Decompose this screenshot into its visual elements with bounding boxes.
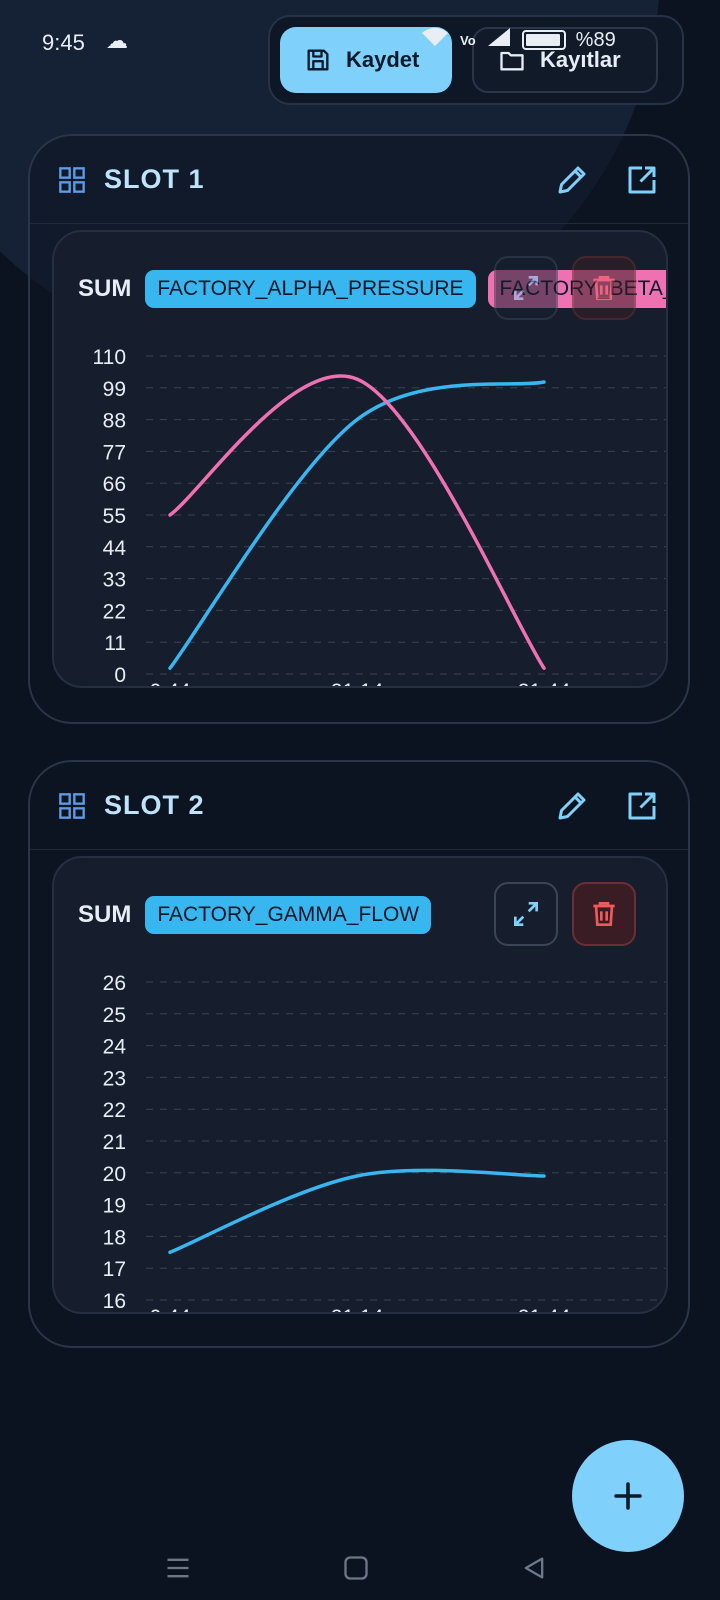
line-chart: 0 11 22 33 44 55 66 77 88 99 110 0:44 21:14 21:44 — [93, 346, 666, 688]
line-chart: 16 17 18 19 20 21 22 23 24 25 26 0:44 21:14 21:44 — [103, 972, 666, 1314]
slot-card-1: SLOT 1 0 11 22 33 44 55 66 77 88 99 110 0:44 21:14 21… — [28, 134, 690, 724]
expand-button[interactable] — [494, 256, 558, 320]
delete-button[interactable] — [572, 882, 636, 946]
y-tick-label: 18 — [103, 1226, 126, 1249]
slot-title: SLOT 1 — [104, 164, 205, 194]
y-tick-label: 55 — [103, 505, 126, 528]
y-tick-label: 20 — [103, 1163, 126, 1186]
network-label: Vo — [460, 32, 476, 48]
expand-icon — [514, 276, 538, 300]
delete-button[interactable] — [572, 256, 636, 320]
expand-button[interactable] — [494, 882, 558, 946]
y-tick-label: 26 — [103, 972, 126, 995]
external-link-icon[interactable] — [624, 788, 660, 824]
y-tick-label: 17 — [103, 1258, 126, 1281]
y-tick-label: 44 — [103, 537, 127, 560]
y-tick-label: 88 — [103, 410, 126, 433]
y-tick-label: 25 — [103, 1004, 126, 1027]
series-chip[interactable]: FACTORY_GAMMA_FLOW — [145, 896, 432, 934]
battery-percent: %89 — [575, 28, 616, 51]
grid-icon — [59, 167, 85, 193]
y-tick-label: 19 — [103, 1195, 126, 1218]
edit-icon[interactable] — [554, 162, 590, 198]
back-icon[interactable] — [520, 1554, 548, 1582]
trash-icon — [593, 902, 615, 926]
edit-icon[interactable] — [554, 788, 590, 824]
add-slot-button[interactable] — [572, 1440, 684, 1552]
home-icon[interactable] — [342, 1554, 370, 1582]
recent-apps-icon[interactable] — [164, 1554, 192, 1582]
aggregation-label: SUM — [78, 901, 132, 928]
wifi-icon — [420, 26, 450, 54]
x-tick-label: 21:44 — [518, 680, 571, 688]
series-line — [168, 1168, 546, 1255]
y-tick-label: 22 — [103, 600, 126, 623]
chart-card: 16 17 18 19 20 21 22 23 24 25 26 0:44 21:14 21:44 SUM… — [52, 856, 668, 1314]
y-tick-label: 0 — [114, 664, 126, 687]
top-toolbar: Kaydet Kayıtlar — [268, 15, 684, 105]
slot-card-2: SLOT 2 16 17 18 19 20 21 22 23 24 25 26 0:44 21:14 21… — [28, 760, 690, 1348]
signal-icon — [486, 26, 512, 54]
x-tick-label: 21:14 — [331, 680, 384, 688]
slot-header: SLOT 1 — [30, 136, 688, 224]
y-tick-label: 23 — [103, 1067, 126, 1090]
system-nav-bar — [0, 1520, 720, 1600]
series-chip[interactable]: FACTORY_ALPHA_PRESSURE — [145, 270, 476, 308]
x-tick-label: 21:14 — [331, 1306, 384, 1314]
chart-card: 0 11 22 33 44 55 66 77 88 99 110 0:44 21:14 21:44 SUM… — [52, 230, 668, 688]
slot-title: SLOT 2 — [104, 790, 205, 820]
status-indicators: Vo %89 — [420, 26, 616, 54]
expand-icon — [514, 902, 538, 926]
series-line — [168, 374, 546, 670]
folder-icon — [500, 51, 524, 71]
y-tick-label: 77 — [103, 441, 126, 464]
external-link-icon[interactable] — [624, 162, 660, 198]
y-tick-label: 33 — [103, 569, 126, 592]
slot-header: SLOT 2 — [30, 762, 688, 850]
status-time: 9:45 — [42, 30, 85, 55]
trash-icon — [593, 276, 615, 300]
save-button-label: Kaydet — [346, 47, 420, 72]
x-tick-label: 0:44 — [150, 1306, 191, 1314]
x-tick-label: 0:44 — [150, 680, 191, 688]
save-icon — [307, 49, 329, 71]
y-tick-label: 24 — [103, 1036, 127, 1059]
grid-icon — [59, 793, 85, 819]
aggregation-label: SUM — [78, 275, 132, 302]
y-tick-label: 16 — [103, 1290, 126, 1313]
x-tick-label: 21:44 — [518, 1306, 571, 1314]
y-tick-label: 22 — [103, 1099, 126, 1122]
save-button[interactable]: Kaydet — [280, 27, 452, 93]
battery-icon — [521, 30, 566, 50]
y-tick-label: 110 — [93, 346, 126, 369]
chart-legend: SUM FACTORY_GAMMA_FLOW — [78, 896, 432, 934]
saved-list-label: Kayıtlar — [540, 47, 621, 72]
y-tick-label: 21 — [103, 1131, 126, 1154]
y-tick-label: 11 — [104, 632, 126, 655]
cloud-icon: ☁ — [106, 28, 128, 53]
series-line — [168, 380, 546, 670]
y-tick-label: 66 — [103, 473, 126, 496]
y-tick-label: 99 — [103, 378, 126, 401]
plus-icon — [614, 1482, 642, 1510]
status-bar: 9:45 ☁ Vo %89 — [0, 0, 720, 80]
